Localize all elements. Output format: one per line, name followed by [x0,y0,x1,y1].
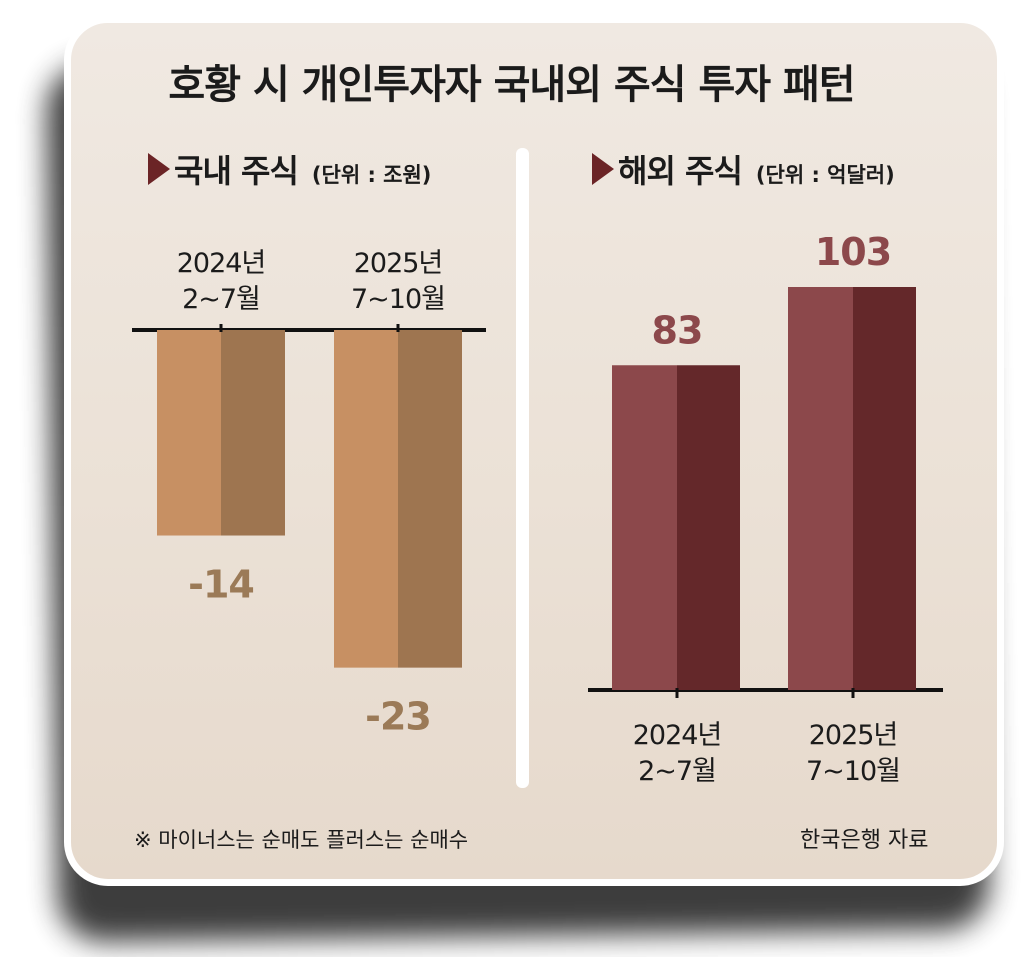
overseas-bar-shade [853,287,916,690]
domestic-value-label: -23 [365,695,431,739]
panel-divider [516,148,529,788]
footnote: ※ 마이너스는 순매도 플러스는 순매수 [134,828,469,852]
domestic-category-label: 7~10월 [351,284,445,315]
overseas-category-label: 2~7월 [638,756,716,787]
triangle-bullet-icon [148,153,170,185]
page-title: 호황 시 개인투자자 국내외 주식 투자 패턴 [168,62,855,108]
domestic-bar [334,330,398,668]
overseas-value-label: 103 [815,230,891,274]
overseas-category-label: 7~10월 [806,756,900,787]
overseas-section-title: 해외 주식 [618,152,743,190]
source-credit: 한국은행 자료 [800,828,929,853]
overseas-unit-label: (단위 : 억달러) [755,163,895,187]
overseas-category-label: 2025년 [809,720,898,751]
domestic-section-header: 국내 주식 (단위 : 조원) [148,146,431,192]
overseas-bar [612,365,677,690]
domestic-bar-shade [221,330,285,536]
overseas-bar-shade [677,365,740,690]
domestic-bar-shade [398,330,462,668]
overseas-category-label: 2024년 [633,720,722,751]
domestic-value-label: -14 [188,563,254,607]
domestic-category-label: 2025년 [354,248,443,279]
triangle-bullet-icon [592,153,614,185]
domestic-category-label: 2024년 [177,248,266,279]
domestic-category-label: 2~7월 [182,284,260,315]
overseas-bar [788,287,853,690]
domestic-unit-label: (단위 : 조원) [311,163,432,187]
overseas-section-header: 해외 주식 (단위 : 억달러) [592,146,895,192]
domestic-section-title: 국내 주식 [174,152,299,190]
overseas-value-label: 83 [652,308,703,352]
domestic-bar [157,330,221,536]
